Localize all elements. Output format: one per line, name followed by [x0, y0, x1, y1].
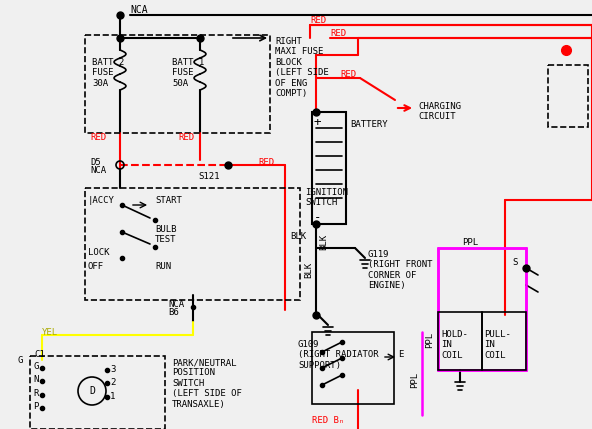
Text: PPL: PPL: [462, 238, 478, 247]
Text: P: P: [33, 402, 38, 411]
Text: BATTERY: BATTERY: [350, 120, 388, 129]
Text: G109
(RIGHT RADIATOR
SUPPORT): G109 (RIGHT RADIATOR SUPPORT): [298, 340, 379, 370]
Text: OFF: OFF: [88, 262, 104, 271]
Text: 3: 3: [110, 365, 115, 374]
Text: BLK: BLK: [290, 232, 306, 241]
Bar: [30, 356, 165, 429]
Text: RED: RED: [340, 70, 356, 79]
Bar: [312, 112, 346, 224]
Text: S: S: [512, 258, 517, 267]
Bar: [548, 65, 588, 127]
Text: BATT 1
FUSE
50A: BATT 1 FUSE 50A: [172, 58, 204, 88]
Text: D5: D5: [90, 158, 101, 167]
Text: RED: RED: [258, 158, 274, 167]
Text: 2: 2: [110, 378, 115, 387]
Bar: [85, 188, 300, 300]
Bar: [438, 248, 526, 370]
Text: RIGHT
MAXI FUSE
BLOCK
(LEFT SIDE
OF ENG
COMPT): RIGHT MAXI FUSE BLOCK (LEFT SIDE OF ENG …: [275, 37, 329, 98]
Text: RUN: RUN: [155, 262, 171, 271]
Text: YEL: YEL: [42, 328, 58, 337]
Text: PULL-
IN
COIL: PULL- IN COIL: [484, 330, 511, 360]
Text: START: START: [155, 196, 182, 205]
Text: BLK: BLK: [304, 262, 313, 278]
Bar: [438, 312, 482, 370]
Text: PPL: PPL: [425, 332, 434, 348]
Text: RED Bₙ: RED Bₙ: [312, 416, 345, 425]
Text: BLK: BLK: [319, 234, 328, 250]
Text: RED: RED: [178, 133, 194, 142]
Text: RED: RED: [330, 29, 346, 38]
Text: G: G: [18, 356, 23, 365]
Bar: [482, 312, 526, 370]
Text: PPL: PPL: [410, 372, 419, 388]
Bar: [312, 332, 394, 404]
Text: LOCK: LOCK: [88, 248, 110, 257]
Text: BULB
TEST: BULB TEST: [155, 225, 176, 245]
Text: 1: 1: [110, 392, 115, 401]
Text: G: G: [33, 362, 38, 371]
Text: CHARGING
CIRCUIT: CHARGING CIRCUIT: [418, 102, 461, 121]
Text: S121: S121: [198, 172, 220, 181]
Text: HOLD-
IN
COIL: HOLD- IN COIL: [441, 330, 468, 360]
Text: C1: C1: [34, 350, 45, 359]
Text: B6: B6: [168, 308, 179, 317]
Text: NCA: NCA: [168, 300, 184, 309]
Text: BATT 2
FUSE
30A: BATT 2 FUSE 30A: [92, 58, 124, 88]
Text: NCA: NCA: [90, 166, 106, 175]
Bar: [85, 35, 270, 133]
Text: |ACCY: |ACCY: [88, 196, 115, 205]
Text: RED: RED: [310, 16, 326, 25]
Text: N: N: [33, 375, 38, 384]
Text: G119
(RIGHT FRONT
CORNER OF
ENGINE): G119 (RIGHT FRONT CORNER OF ENGINE): [368, 250, 433, 290]
Text: RED: RED: [90, 133, 106, 142]
Text: IGNITION
SWITCH: IGNITION SWITCH: [305, 188, 348, 207]
Text: -: -: [314, 211, 321, 224]
Text: +: +: [314, 116, 321, 129]
Text: NCA: NCA: [130, 5, 147, 15]
Text: PARK/NEUTRAL
POSITION
SWITCH
(LEFT SIDE OF
TRANSAXLE): PARK/NEUTRAL POSITION SWITCH (LEFT SIDE …: [172, 358, 242, 408]
Text: R: R: [33, 389, 38, 398]
Text: E: E: [398, 350, 403, 359]
Text: D: D: [89, 386, 95, 396]
